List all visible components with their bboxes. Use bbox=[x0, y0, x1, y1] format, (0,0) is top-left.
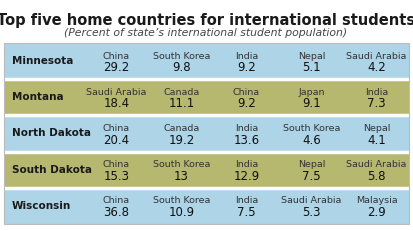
Text: 19.2: 19.2 bbox=[169, 134, 195, 146]
Text: 5.3: 5.3 bbox=[302, 206, 321, 219]
Text: South Korea: South Korea bbox=[153, 160, 210, 169]
Bar bbox=[4, 79, 409, 116]
Text: 9.8: 9.8 bbox=[172, 61, 191, 74]
Text: 4.1: 4.1 bbox=[367, 134, 386, 146]
Text: Saudi Arabia: Saudi Arabia bbox=[86, 88, 147, 97]
Text: Malaysia: Malaysia bbox=[356, 196, 397, 205]
Text: 7.5: 7.5 bbox=[302, 170, 321, 183]
Text: India: India bbox=[235, 196, 258, 205]
Text: Saudi Arabia: Saudi Arabia bbox=[347, 160, 407, 169]
Text: China: China bbox=[103, 160, 130, 169]
Text: Wisconsin: Wisconsin bbox=[12, 201, 71, 211]
Text: China: China bbox=[103, 52, 130, 61]
Text: 2.9: 2.9 bbox=[367, 206, 386, 219]
Text: South Korea: South Korea bbox=[153, 52, 210, 61]
Text: Canada: Canada bbox=[164, 124, 199, 133]
Text: 20.4: 20.4 bbox=[103, 134, 130, 146]
Text: 4.6: 4.6 bbox=[302, 134, 321, 146]
Text: Nepal: Nepal bbox=[298, 52, 325, 61]
Text: 15.3: 15.3 bbox=[104, 170, 130, 183]
Text: (Percent of state’s international student population): (Percent of state’s international studen… bbox=[64, 28, 348, 38]
Text: 12.9: 12.9 bbox=[233, 170, 260, 183]
Bar bbox=[4, 43, 409, 79]
Text: 29.2: 29.2 bbox=[103, 61, 130, 74]
Text: China: China bbox=[103, 196, 130, 205]
Text: 9.1: 9.1 bbox=[302, 97, 321, 110]
Text: China: China bbox=[233, 88, 260, 97]
Text: South Korea: South Korea bbox=[153, 196, 210, 205]
Text: 13: 13 bbox=[174, 170, 189, 183]
Text: 11.1: 11.1 bbox=[169, 97, 195, 110]
Text: 13.6: 13.6 bbox=[233, 134, 259, 146]
Text: 9.2: 9.2 bbox=[237, 61, 256, 74]
Text: 18.4: 18.4 bbox=[103, 97, 130, 110]
Text: India: India bbox=[235, 52, 258, 61]
Text: 4.2: 4.2 bbox=[367, 61, 386, 74]
Text: Canada: Canada bbox=[164, 88, 199, 97]
Text: Top five home countries for international students: Top five home countries for internationa… bbox=[0, 13, 413, 28]
Text: Japan: Japan bbox=[298, 88, 325, 97]
Text: India: India bbox=[235, 160, 258, 169]
Text: Saudi Arabia: Saudi Arabia bbox=[281, 196, 342, 205]
Text: 36.8: 36.8 bbox=[104, 206, 130, 219]
Text: India: India bbox=[365, 88, 388, 97]
Text: China: China bbox=[103, 124, 130, 133]
Text: India: India bbox=[235, 124, 258, 133]
Text: Nepal: Nepal bbox=[298, 160, 325, 169]
Text: 10.9: 10.9 bbox=[169, 206, 195, 219]
Text: South Dakota: South Dakota bbox=[12, 165, 92, 175]
Text: 7.5: 7.5 bbox=[237, 206, 256, 219]
Text: Saudi Arabia: Saudi Arabia bbox=[347, 52, 407, 61]
Text: 9.2: 9.2 bbox=[237, 97, 256, 110]
Text: Nepal: Nepal bbox=[363, 124, 390, 133]
Bar bbox=[4, 116, 409, 152]
Text: 5.8: 5.8 bbox=[367, 170, 386, 183]
Text: Montana: Montana bbox=[12, 92, 64, 102]
Text: North Dakota: North Dakota bbox=[12, 128, 91, 139]
Text: South Korea: South Korea bbox=[283, 124, 340, 133]
Bar bbox=[4, 43, 409, 224]
Text: 5.1: 5.1 bbox=[302, 61, 321, 74]
Text: Minnesota: Minnesota bbox=[12, 56, 74, 66]
Bar bbox=[4, 152, 409, 188]
Bar bbox=[4, 188, 409, 224]
Text: 7.3: 7.3 bbox=[367, 97, 386, 110]
